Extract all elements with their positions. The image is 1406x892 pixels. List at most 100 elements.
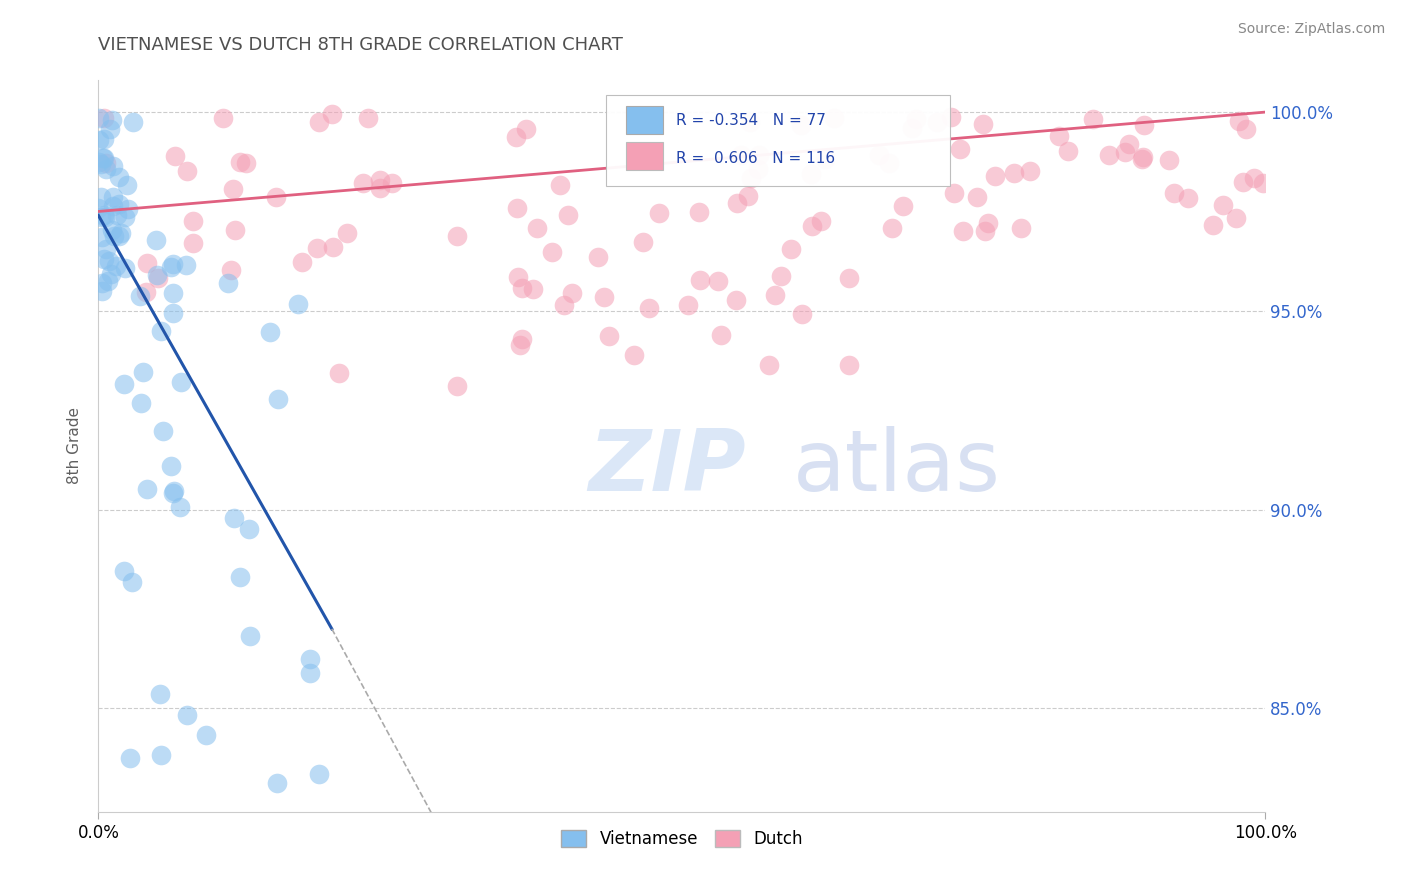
Point	[557, 208, 579, 222]
Point	[105, 208, 128, 222]
Point	[1132, 151, 1154, 165]
Point	[972, 117, 994, 131]
Point	[598, 328, 620, 343]
Point	[553, 298, 575, 312]
Point	[90, 190, 112, 204]
Point	[810, 214, 832, 228]
Point	[170, 375, 193, 389]
Point	[792, 307, 814, 321]
Point	[221, 182, 243, 196]
Point	[238, 522, 260, 536]
Point	[195, 728, 218, 742]
Point	[882, 220, 904, 235]
Point	[446, 229, 468, 244]
Point	[96, 242, 118, 256]
Point	[823, 112, 845, 126]
Point	[510, 281, 533, 295]
Point	[114, 210, 136, 224]
Point	[506, 201, 529, 215]
Legend: Vietnamese, Dutch: Vietnamese, Dutch	[554, 823, 810, 855]
Point	[336, 227, 359, 241]
Point	[129, 289, 152, 303]
Point	[515, 122, 537, 136]
Point	[239, 628, 262, 642]
Point	[145, 233, 167, 247]
Text: Source: ZipAtlas.com: Source: ZipAtlas.com	[1237, 22, 1385, 37]
Point	[942, 186, 965, 201]
Point	[145, 268, 167, 283]
Point	[1118, 136, 1140, 151]
Point	[114, 260, 136, 275]
Point	[352, 176, 374, 190]
Point	[1114, 145, 1136, 159]
Point	[219, 263, 242, 277]
Point	[1019, 164, 1042, 178]
Point	[758, 359, 780, 373]
Point	[638, 301, 661, 316]
Point	[1232, 175, 1254, 189]
Point	[152, 424, 174, 438]
Point	[229, 155, 252, 169]
Point	[779, 242, 801, 256]
Point	[891, 199, 914, 213]
Point	[211, 111, 233, 125]
Point	[1081, 112, 1104, 126]
Point	[370, 173, 392, 187]
Point	[121, 575, 143, 590]
Point	[508, 270, 530, 285]
Text: R =  0.606   N = 116: R = 0.606 N = 116	[676, 151, 835, 166]
Point	[1157, 153, 1180, 168]
Point	[264, 189, 287, 203]
Point	[1251, 176, 1274, 190]
Point	[176, 164, 198, 178]
Point	[522, 282, 544, 296]
Point	[87, 112, 110, 126]
Point	[108, 197, 131, 211]
Point	[217, 276, 239, 290]
Point	[879, 156, 901, 170]
Point	[1225, 211, 1247, 225]
Point	[586, 250, 609, 264]
Point	[90, 210, 112, 224]
Point	[308, 767, 330, 781]
Point	[162, 306, 184, 320]
Point	[93, 112, 115, 126]
Point	[98, 121, 121, 136]
Point	[838, 271, 860, 285]
Point	[790, 119, 813, 133]
Point	[131, 396, 153, 410]
Point	[724, 293, 747, 307]
FancyBboxPatch shape	[626, 106, 664, 134]
Point	[118, 751, 141, 765]
Point	[939, 110, 962, 124]
Point	[689, 273, 711, 287]
Point	[121, 115, 143, 129]
Point	[1177, 191, 1199, 205]
Point	[381, 177, 404, 191]
Point	[90, 230, 112, 244]
Point	[1057, 145, 1080, 159]
Point	[101, 113, 124, 128]
Point	[103, 228, 125, 243]
Point	[149, 688, 172, 702]
Point	[763, 288, 786, 302]
Point	[308, 115, 330, 129]
Point	[1227, 114, 1250, 128]
Point	[299, 666, 322, 681]
Point	[235, 156, 257, 170]
Point	[174, 258, 197, 272]
Point	[108, 228, 131, 243]
FancyBboxPatch shape	[606, 95, 950, 186]
Point	[160, 260, 183, 275]
Point	[801, 219, 824, 233]
Point	[94, 156, 117, 170]
Point	[526, 220, 548, 235]
Point	[307, 241, 329, 255]
Point	[162, 486, 184, 500]
Point	[224, 223, 246, 237]
Point	[259, 325, 281, 339]
Point	[91, 151, 114, 165]
Point	[87, 133, 110, 147]
Point	[181, 214, 204, 228]
Point	[321, 107, 343, 121]
